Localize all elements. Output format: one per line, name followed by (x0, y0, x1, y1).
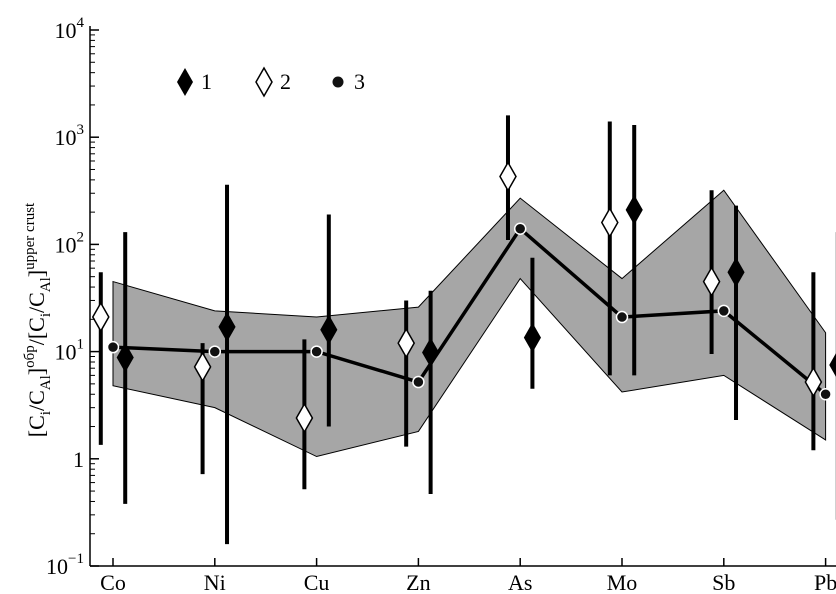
point-series-3-Co (106, 340, 120, 354)
point-series-2-Mo (600, 207, 619, 239)
point-series-3-Cu (310, 345, 323, 358)
legend-marker-1 (177, 68, 193, 96)
y-tick-base: 10 (55, 125, 77, 150)
y-tick-label: 104 (55, 15, 85, 43)
point-series-2-Cu (295, 402, 314, 434)
point-series-1-Pb (829, 353, 836, 377)
point-series-1-As (523, 322, 541, 353)
y-tick-exponent: 3 (77, 122, 85, 138)
legend-marker-3 (332, 76, 344, 88)
legend-label-2: 2 (280, 69, 291, 94)
x-tick-label-As: As (508, 570, 532, 594)
point-series-1-Ni (218, 311, 236, 342)
y-tick-exponent: 4 (77, 15, 85, 31)
y-tick-label: 10−1 (46, 551, 84, 579)
range-band-area (112, 189, 827, 458)
point-series-2-Pb (804, 366, 823, 398)
point-series-1-Co (116, 342, 134, 373)
point-series-1-Sb (727, 257, 745, 288)
point-series-2-Co (91, 301, 110, 333)
point-series-1-Zn (422, 337, 440, 368)
point-series-3-Sb (717, 304, 731, 318)
legend-label-1: 1 (201, 69, 212, 94)
x-tick-label-Zn: Zn (406, 570, 430, 594)
point-series-2-Ni (193, 351, 212, 383)
point-series-2-As (499, 160, 517, 193)
x-tick-label-Pb: Pb (814, 570, 836, 594)
point-series-2-Zn (397, 327, 416, 359)
mean-line (112, 226, 827, 396)
point-series-3-Pb (819, 388, 832, 401)
range-band (112, 189, 827, 458)
legend: 1 2 3 (177, 66, 365, 98)
y-tick-label: 101 (55, 337, 85, 365)
y-tick-base: 10 (55, 232, 77, 257)
point-series-1-Cu (320, 314, 338, 345)
y-tick-exponent: −1 (68, 551, 84, 567)
y-tick-exponent: 1 (77, 337, 85, 353)
x-tick-label-Mo: Mo (607, 570, 638, 594)
point-series-2-Sb (702, 266, 721, 298)
x-tick-label-Cu: Cu (304, 570, 330, 594)
y-tick-label: 102 (55, 229, 85, 257)
point-series-3-Mo (615, 310, 629, 324)
point-series-3-Zn (412, 375, 425, 389)
data-markers (91, 160, 836, 434)
point-series-3-Ni (208, 345, 222, 358)
y-tick-exponent: 2 (77, 229, 85, 245)
x-tick-label-Ni: Ni (204, 570, 226, 594)
mean-line-series-3 (112, 226, 827, 396)
y-tick-base: 10 (55, 340, 77, 365)
y-tick-label: 103 (55, 122, 85, 150)
y-tick-base: 10 (55, 18, 77, 43)
y-axis-title: [Ci/CAl]обр/[Ci/CAl]upper crust (22, 202, 54, 437)
x-tick-label-Co: Co (100, 570, 126, 594)
legend-label-3: 3 (354, 69, 365, 94)
y-tick-base: 1 (73, 447, 84, 472)
point-series-3-As (513, 222, 527, 235)
point-series-1-Mo (625, 194, 643, 225)
x-tick-label-Sb: Sb (712, 570, 735, 594)
legend-marker-2 (255, 66, 273, 98)
y-tick-label: 1 (73, 447, 84, 472)
y-axis-label: [Ci/CAl]обр/[Ci/CAl]upper crust (22, 202, 54, 437)
y-tick-base: 10 (46, 554, 68, 579)
